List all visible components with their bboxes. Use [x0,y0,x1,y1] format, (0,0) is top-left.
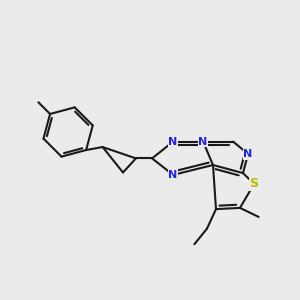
Text: S: S [250,177,259,190]
Text: N: N [199,136,208,147]
Text: N: N [169,136,178,147]
Text: N: N [244,149,253,159]
Text: N: N [169,170,178,180]
